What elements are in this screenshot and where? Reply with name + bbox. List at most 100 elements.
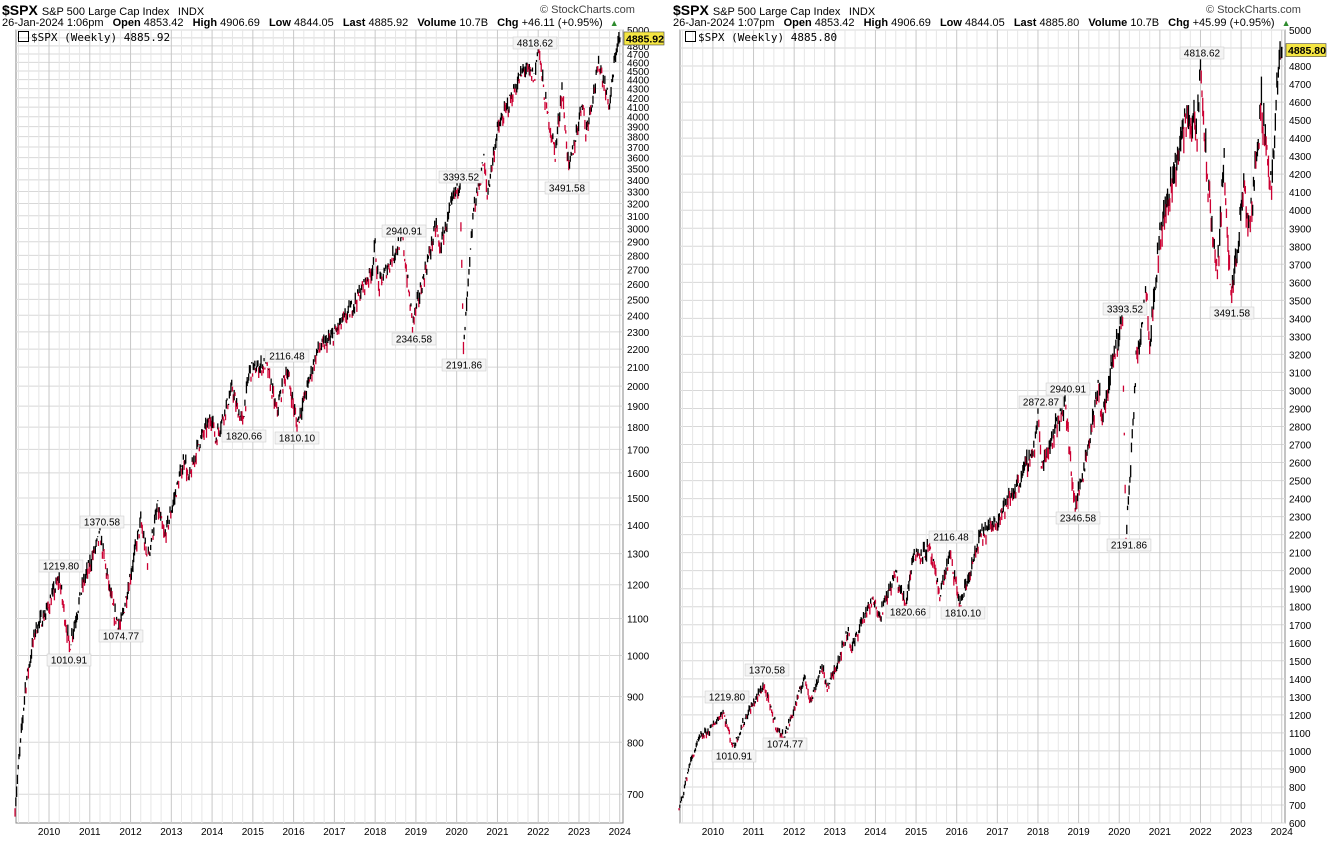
right-chart-panel: 600 700 800 900 1000 1100 1200 1300 1400 1500 1600…	[671, 0, 1342, 848]
right-price-chart[interactable]: 600 700 800 900 1000 1100 1200 1300 1400 1500 1600…	[671, 0, 1342, 848]
left-y-tick-label: 3100	[627, 212, 650, 223]
left-y-tick-label: 1800	[627, 423, 650, 434]
right-peak-label: 2346.58	[1060, 514, 1097, 525]
left-high-label: High	[192, 17, 218, 29]
right-y-tick-label: 4200	[1289, 170, 1312, 181]
left-y-tick-label: 3800	[627, 133, 650, 144]
right-y-tick-label: 4300	[1289, 152, 1312, 163]
left-last-value: 4885.92	[368, 17, 409, 29]
right-y-tick-label: 1400	[1289, 675, 1312, 686]
right-y-tick-label: 2700	[1289, 441, 1312, 452]
left-peak-label-box	[544, 181, 590, 195]
right-volume-label: Volume	[1088, 17, 1128, 29]
left-legend-swatch-icon	[18, 31, 29, 42]
right-peak-label-box	[711, 749, 757, 763]
left-y-tick-label: 3300	[627, 188, 650, 199]
left-y-tick-label: 1200	[627, 581, 650, 592]
right-peak-label-box	[885, 605, 931, 619]
left-x-tick-label: 2019	[405, 827, 428, 838]
left-y-tick-label: 2300	[627, 328, 650, 339]
left-peak-label: 2346.58	[396, 335, 433, 346]
right-high-value: 4906.69	[891, 17, 931, 29]
left-x-tick-label: 2017	[323, 827, 346, 838]
left-peak-label: 1010.91	[51, 656, 88, 667]
right-x-tick-label: 2019	[1067, 827, 1090, 838]
left-y-tick-label: 900	[627, 693, 644, 704]
right-x-tick-label: 2011	[743, 827, 765, 838]
left-y-tick-label: 4500	[627, 67, 650, 78]
right-x-tick-label: 2020	[1108, 827, 1131, 838]
right-peak-label-box	[1106, 538, 1152, 552]
left-brand-watermark[interactable]: © StockCharts.com	[540, 4, 635, 16]
left-low-value: 4844.05	[294, 17, 334, 29]
right-last-price-tag	[1285, 43, 1327, 57]
left-y-tick-label: 3700	[627, 143, 650, 154]
left-chg-label: Chg	[497, 17, 519, 29]
left-volume-value: 10.7B	[459, 17, 489, 29]
left-y-tick-label: 1600	[627, 469, 650, 480]
left-peak-label-box	[79, 515, 125, 529]
right-y-tick-label: 1200	[1289, 711, 1312, 722]
left-y-tick-label: 700	[627, 790, 644, 801]
right-peak-label: 1370.58	[749, 666, 786, 677]
right-y-tick-label: 4400	[1289, 134, 1312, 145]
left-price-chart[interactable]: 700 800 900 1000 1100 1200 1300 1400 1500 1600 170…	[0, 0, 671, 848]
left-up-arrow-icon: ▲	[609, 18, 619, 28]
right-open-value: 4853.42	[814, 17, 855, 29]
left-peak-label: 3491.58	[549, 184, 586, 195]
right-y-tick-label: 3600	[1289, 278, 1312, 289]
right-x-tick-label: 2022	[1189, 827, 1212, 838]
right-y-tick-label: 3700	[1289, 260, 1312, 271]
right-legend-text: $SPX (Weekly) 4885.80	[698, 31, 838, 44]
right-brand-watermark[interactable]: © StockCharts.com	[1206, 4, 1301, 16]
left-y-tick-label: 2500	[627, 295, 650, 306]
left-x-tick-label: 2013	[160, 827, 183, 838]
left-y-tick-label: 3600	[627, 154, 650, 165]
left-x-tick-label: 2015	[242, 827, 265, 838]
left-date: 26-Jan-2024 1:06pm	[2, 17, 104, 29]
right-date: 26-Jan-2024 1:07pm	[673, 17, 775, 29]
left-y-tick-label: 2900	[627, 238, 650, 249]
left-peak-label-box	[98, 629, 144, 643]
left-peak-label: 1820.66	[226, 432, 263, 443]
left-x-tick-label: 2016	[282, 827, 305, 838]
left-peak-label: 3393.52	[443, 173, 480, 184]
left-y-tick-label: 2700	[627, 266, 650, 277]
left-x-tick-label: 2023	[568, 827, 591, 838]
left-open-value: 4853.42	[143, 17, 184, 29]
left-y-tick-label: 2000	[627, 382, 650, 393]
right-up-arrow-icon: ▲	[1281, 18, 1291, 28]
left-symbol: $SPX	[2, 2, 38, 18]
left-y-tick-label: 4200	[627, 94, 650, 105]
left-chart-title: $SPX S&P 500 Large Cap Index INDX	[2, 2, 204, 18]
right-y-tick-label: 3000	[1289, 386, 1312, 397]
right-y-tick-label: 1100	[1289, 729, 1311, 740]
right-y-tick-label: 1800	[1289, 603, 1312, 614]
right-y-tick-label: 2300	[1289, 513, 1312, 524]
right-chg-label: Chg	[1168, 17, 1190, 29]
left-y-tick-label: 2800	[627, 251, 650, 262]
left-legend-text: $SPX (Weekly) 4885.92	[31, 31, 171, 44]
right-peak-label-box	[1018, 395, 1064, 409]
left-chg-value: +46.11 (+0.95%)	[521, 17, 603, 29]
right-peak-label-box	[704, 690, 750, 704]
left-peak-label: 1219.80	[43, 562, 80, 573]
left-y-tick-label: 3200	[627, 199, 650, 210]
left-last-price-tag-text: 4885.92	[626, 33, 664, 45]
left-peak-label-box	[274, 431, 320, 445]
left-y-tick-label: 4300	[627, 85, 650, 96]
left-y-tick-label: 1000	[627, 652, 650, 663]
right-peak-label: 2191.86	[1111, 541, 1148, 552]
right-y-tick-label: 3500	[1289, 296, 1312, 307]
right-quote-stats: 26-Jan-2024 1:07pm Open 4853.42 High 490…	[673, 17, 1291, 29]
right-x-tick-label: 2013	[824, 827, 847, 838]
right-y-tick-label: 1600	[1289, 639, 1312, 650]
right-peak-label-box	[940, 606, 986, 620]
right-y-tick-label: 4100	[1289, 188, 1312, 199]
right-x-tick-label: 2021	[1149, 827, 1172, 838]
left-peak-label-box	[438, 170, 484, 184]
left-y-tick-label: 4700	[627, 50, 650, 61]
left-exchange: INDX	[177, 6, 205, 18]
right-peak-label: 3393.52	[1107, 305, 1144, 316]
left-peak-label: 1370.58	[84, 518, 121, 529]
